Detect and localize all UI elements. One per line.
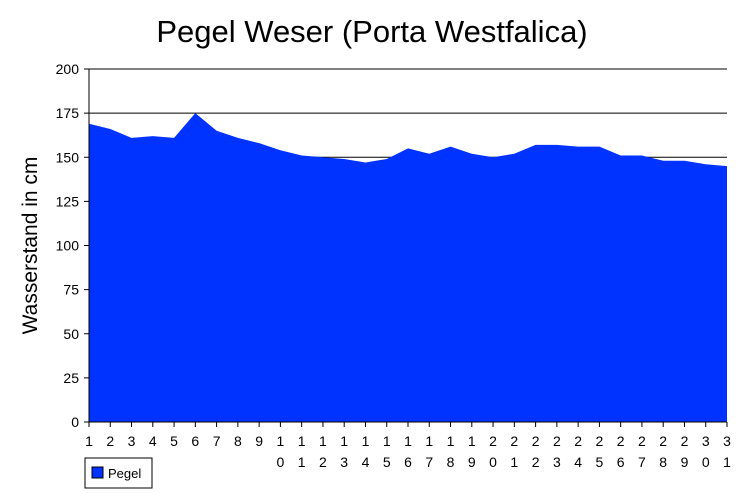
y-tick-label-150: 150: [56, 149, 80, 165]
x-tick-label-4: 4: [149, 433, 157, 449]
x-tick-label-7: 7: [213, 433, 221, 449]
x-tick-label-6: 6: [191, 433, 199, 449]
y-tick-label-175: 175: [56, 105, 80, 121]
y-tick-label-125: 125: [56, 193, 80, 209]
legend-label-pegel: Pegel: [108, 466, 141, 481]
x-tick-label-8: 8: [234, 433, 242, 449]
area-series-pegel: [89, 113, 727, 422]
x-tick-label-3: 3: [128, 433, 136, 449]
chart-title: Pegel Weser (Porta Westfalica): [156, 14, 587, 49]
y-tick-label-50: 50: [63, 326, 79, 342]
x-tick-label-5: 5: [170, 433, 178, 449]
y-tick-label-0: 0: [71, 414, 79, 430]
legend: Pegel: [84, 457, 153, 489]
x-tick-label-1: 1: [85, 433, 93, 449]
y-axis-label: Wasserstand in cm: [19, 157, 42, 335]
x-tick-label-9: 9: [255, 433, 263, 449]
x-tick-label-2: 2: [106, 433, 114, 449]
y-tick-label-100: 100: [56, 238, 80, 254]
y-tick-label-25: 25: [63, 370, 79, 386]
legend-swatch-pegel: [91, 466, 104, 479]
y-tick-label-200: 200: [56, 61, 80, 77]
y-tick-label-75: 75: [63, 282, 79, 298]
